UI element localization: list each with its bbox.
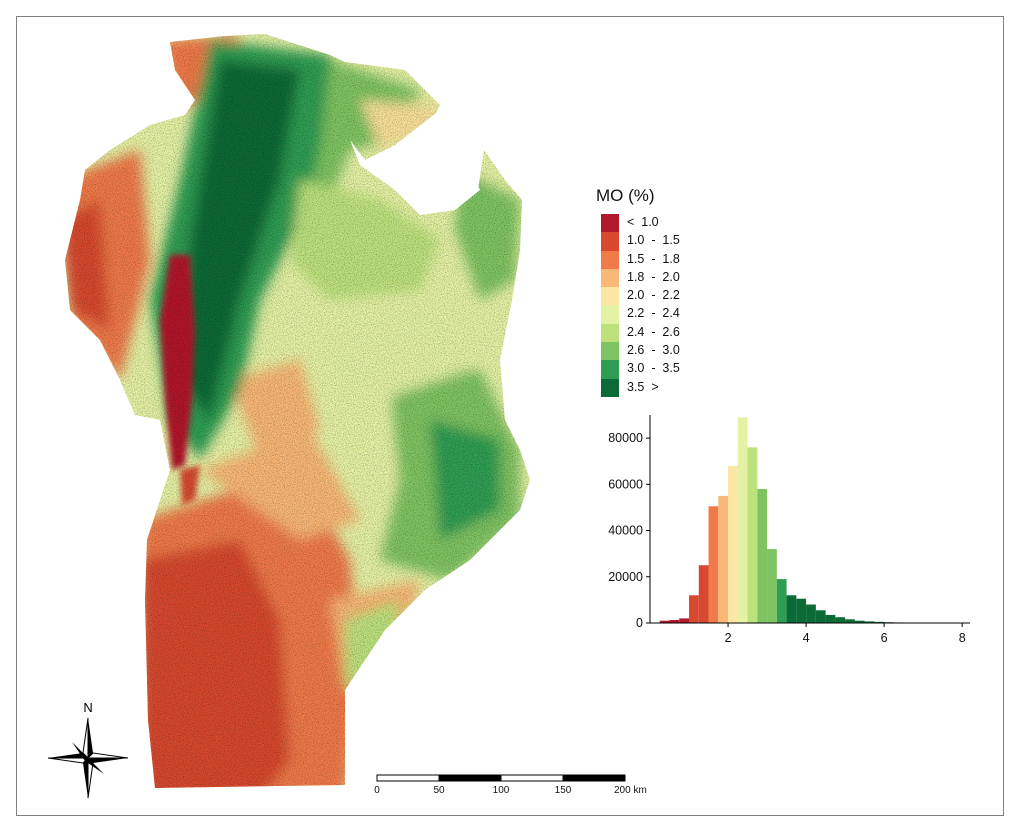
histogram-axes <box>649 415 970 624</box>
histogram-bar <box>874 621 885 623</box>
scale-tick-label: 50 <box>433 785 445 796</box>
legend-title: MO (%) <box>596 186 655 205</box>
x-tick-label: 2 <box>725 631 732 645</box>
legend-label: 3.0 - 3.5 <box>627 361 680 376</box>
scale-tick-label: 0 <box>374 785 380 796</box>
histogram-bar <box>698 565 709 623</box>
legend-label: < 1.0 <box>627 215 659 229</box>
scale-tick-label: 100 <box>493 785 510 796</box>
y-tick-label: 0 <box>636 616 643 630</box>
legend-label: 1.8 - 2.0 <box>627 269 680 284</box>
histogram-bar <box>815 610 826 623</box>
histogram-bar <box>854 620 865 623</box>
histogram-bar <box>796 598 807 623</box>
histogram-bar <box>825 614 836 623</box>
histogram-bar <box>669 619 680 623</box>
scale-bar: 0 50 100 150 200 km <box>374 774 647 796</box>
legend-label: 1.5 - 1.8 <box>627 251 680 266</box>
legend-label: 2.2 - 2.4 <box>627 306 680 321</box>
histogram-bar <box>747 447 758 623</box>
histogram-bar <box>737 417 748 623</box>
legend-swatch <box>601 214 619 233</box>
histogram-bar <box>806 604 816 623</box>
province-map <box>65 34 530 788</box>
legend-swatch <box>601 378 619 397</box>
y-tick-label: 20000 <box>608 570 643 584</box>
legend-swatch <box>601 268 619 288</box>
y-tick-label: 60000 <box>608 477 643 491</box>
histogram-bar <box>708 506 719 623</box>
north-arrow: N <box>47 700 129 799</box>
x-tick-label: 4 <box>803 631 810 645</box>
histogram-bar <box>776 579 787 623</box>
legend-label: 3.5 > <box>627 379 659 394</box>
y-tick-label: 80000 <box>608 431 643 445</box>
histogram-bar <box>767 549 777 623</box>
legend-swatch <box>601 360 619 379</box>
histogram-chart: 0 20000 40000 60000 80000 2 4 6 8 <box>608 415 970 645</box>
histogram-bar <box>757 488 768 623</box>
legend-swatch <box>601 250 619 269</box>
legend-label: 2.6 - 3.0 <box>627 343 680 358</box>
histogram-bar <box>728 465 738 623</box>
legend-swatch <box>601 232 619 251</box>
legend-swatch <box>601 305 619 324</box>
histogram-bar <box>689 595 699 623</box>
y-tick-label: 40000 <box>608 524 643 538</box>
legend-label: 2.4 - 2.6 <box>627 324 680 339</box>
legend-label: 1.0 - 1.5 <box>627 233 680 248</box>
histogram-bar <box>864 621 875 623</box>
histogram-bar <box>786 595 797 623</box>
legend-swatch <box>601 287 619 306</box>
histogram-bar <box>718 495 729 623</box>
north-label: N <box>83 700 92 715</box>
x-tick-label: 6 <box>881 631 888 645</box>
histogram-bar <box>679 618 690 623</box>
histogram-bar <box>835 617 846 623</box>
legend-label: 2.0 - 2.2 <box>627 288 680 303</box>
histogram-bar <box>659 620 670 623</box>
scale-tick-label: 200 km <box>614 785 647 796</box>
lake-area <box>395 110 480 215</box>
legend-swatch <box>601 342 619 361</box>
scale-tick-label: 150 <box>555 785 572 796</box>
x-tick-label: 8 <box>959 631 966 645</box>
histogram-bar <box>845 619 855 623</box>
legend-swatch <box>601 323 619 343</box>
